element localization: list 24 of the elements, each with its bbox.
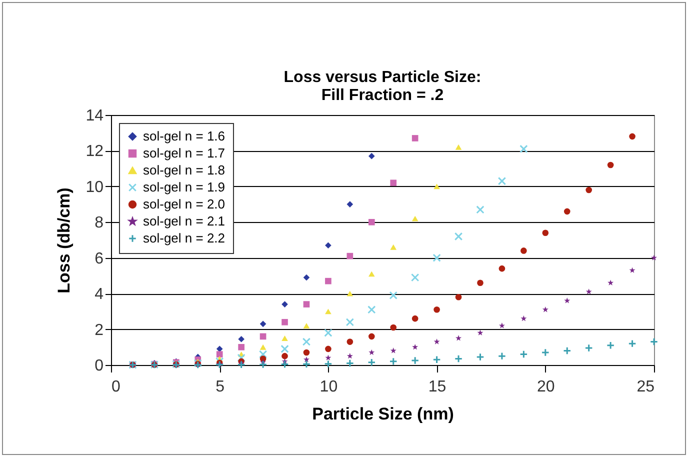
legend-label: sol-gel n = 2.1: [143, 214, 226, 228]
y-tick-label: 12: [86, 143, 104, 160]
x-tick-label: 10: [320, 378, 338, 396]
y-tick-label: 8: [94, 214, 104, 232]
y-tick-label: 2: [94, 322, 104, 339]
legend-label: sol-gel n = 1.6: [143, 128, 226, 144]
legend-label: sol-gel n = 2.0: [143, 196, 226, 212]
legend-label: sol-gel n = 1.9: [143, 180, 226, 194]
legend-label: sol-gel n = 1.8: [143, 162, 226, 178]
x-tick-label: 5: [216, 378, 225, 396]
y-tick-label: 0: [94, 358, 104, 374]
x-tick-label: 20: [537, 378, 555, 396]
y-tick-label: 10: [86, 178, 104, 196]
x-axis-title: Particle Size (nm): [312, 404, 454, 424]
x-tick-label: 0: [112, 378, 120, 396]
y-axis-title: Loss (db/cm): [54, 188, 74, 294]
legend-label: sol-gel n = 1.7: [143, 146, 226, 160]
x-tick-label: 25: [636, 378, 655, 396]
chart-title: Loss versus Particle Size: Fill Fraction = .2: [284, 69, 482, 104]
x-tick-label: 15: [428, 378, 446, 396]
y-tick-label: 4: [94, 286, 104, 304]
y-tick-label: 6: [94, 250, 104, 268]
legend-label: sol-gel n = 2.2: [143, 230, 226, 246]
y-tick-label: 14: [86, 108, 104, 124]
